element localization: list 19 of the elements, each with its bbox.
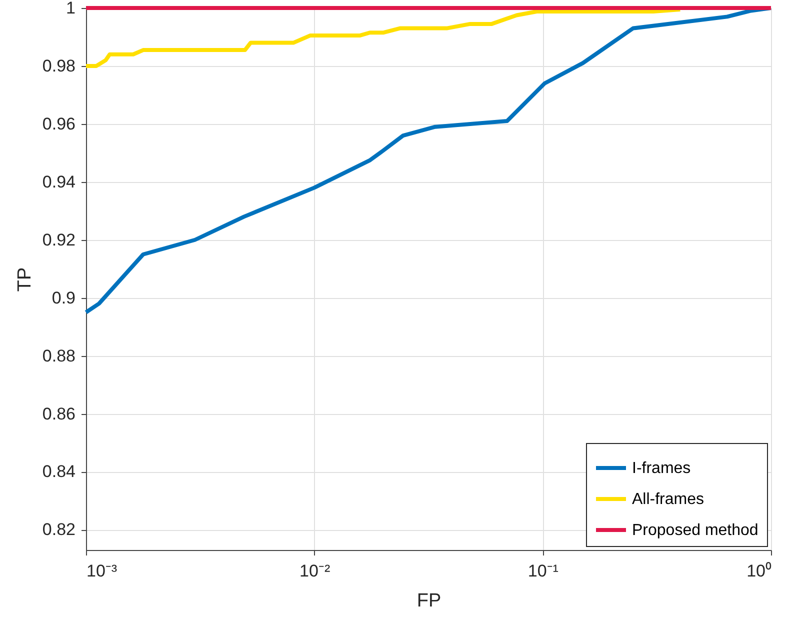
y-tick-label: 1 bbox=[66, 0, 76, 18]
x-tick-label: 10⁻² bbox=[300, 562, 330, 580]
y-axis-title: TP bbox=[14, 267, 36, 292]
y-tick-label: 0.94 bbox=[42, 172, 76, 192]
x-tick-label: 10⁻¹ bbox=[528, 562, 559, 580]
x-axis-title: FP bbox=[416, 590, 442, 612]
y-tick-label: 0.82 bbox=[42, 520, 76, 540]
legend-label: I-frames bbox=[632, 460, 691, 477]
y-tick-label: 0.96 bbox=[42, 114, 76, 134]
y-tick-label: 0.86 bbox=[42, 404, 76, 424]
legend-label: All-frames bbox=[632, 491, 704, 508]
y-tick-label: 0.92 bbox=[42, 230, 76, 250]
y-tick-label: 0.88 bbox=[42, 346, 76, 366]
legend-label: Proposed method bbox=[632, 522, 758, 539]
x-tick-label: 10⁰ bbox=[746, 562, 772, 580]
y-tick-label: 0.84 bbox=[42, 462, 76, 482]
y-tick-label: 0.9 bbox=[52, 288, 76, 308]
y-tick-label: 0.98 bbox=[42, 56, 76, 76]
x-tick-label: 10⁻³ bbox=[86, 562, 118, 580]
